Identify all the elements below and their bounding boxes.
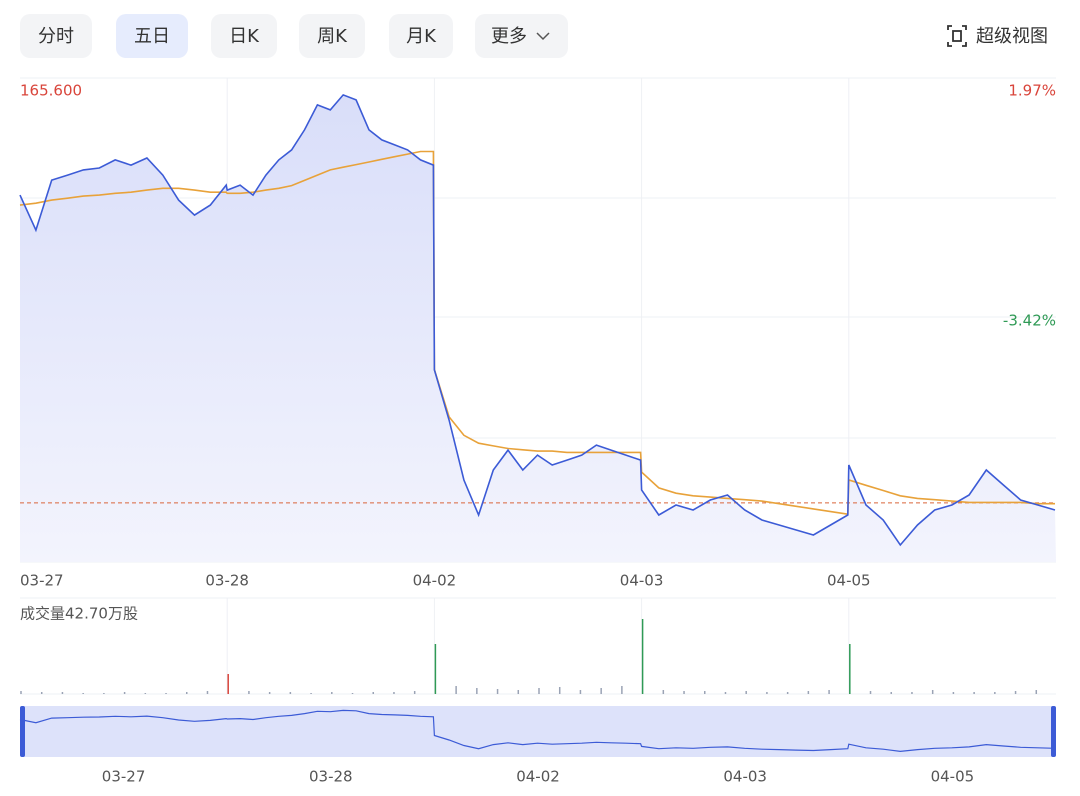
- x-tick-label: 03-28: [205, 572, 249, 590]
- icon: [952, 30, 962, 42]
- y2-tick-label: 1.97%: [1008, 82, 1056, 100]
- tab-bg: [211, 14, 277, 58]
- tab[interactable]: 分时: [20, 14, 92, 58]
- tabs: 分时 五日 日K 周K 月K 更多: [20, 14, 568, 58]
- plot: 03-2703-2804-0204-0304-05165.600156.8501…: [19, 78, 1056, 786]
- tab[interactable]: 五日: [116, 14, 188, 58]
- tab-bg: [116, 14, 188, 58]
- x-tick-label: 04-03: [620, 572, 664, 590]
- navigator-date: 03-27: [102, 768, 146, 786]
- tab-label: 月K: [406, 26, 437, 47]
- navigator-line: [19, 709, 1056, 753]
- volume-label: 成交量42.70万股: [20, 605, 138, 623]
- tab-bg: [475, 14, 568, 58]
- tab-label: 日K: [229, 26, 260, 47]
- chevron: [536, 32, 550, 41]
- y-tick-label: 165.600: [20, 82, 82, 100]
- navigator-date: 03-28: [309, 768, 353, 786]
- x-tick-label: 03-27: [20, 572, 64, 590]
- navigator-bg: [22, 706, 1054, 757]
- x-tick-label: 04-05: [827, 572, 871, 590]
- tab-bg: [20, 14, 92, 58]
- super-view-label: 超级视图: [976, 26, 1048, 47]
- tab[interactable]: 周K: [299, 14, 365, 58]
- tab-bg: [389, 14, 453, 58]
- tab-label: 周K: [317, 26, 348, 47]
- tab-label: 分时: [38, 26, 74, 47]
- tab[interactable]: 月K: [389, 14, 453, 58]
- icon: [947, 25, 967, 47]
- tab-bg: [299, 14, 365, 58]
- navigator-date: 04-05: [931, 768, 975, 786]
- x-tick-label: 04-02: [413, 572, 457, 590]
- tab-label: 更多: [491, 26, 527, 47]
- tab[interactable]: 日K: [211, 14, 277, 58]
- navigator-handle[interactable]: [20, 706, 25, 757]
- tab-label: 五日: [134, 26, 170, 47]
- y2-tick-label: -3.42%: [1003, 312, 1056, 330]
- navigator-date: 04-03: [723, 768, 767, 786]
- avg-line: [19, 150, 1055, 516]
- super-view[interactable]: 超级视图: [947, 25, 1048, 47]
- navigator-handle[interactable]: [1051, 706, 1056, 757]
- tab[interactable]: 更多: [475, 14, 568, 58]
- navigator-date: 04-02: [516, 768, 560, 786]
- price-area: [20, 94, 1056, 563]
- price-line: [19, 93, 1056, 547]
